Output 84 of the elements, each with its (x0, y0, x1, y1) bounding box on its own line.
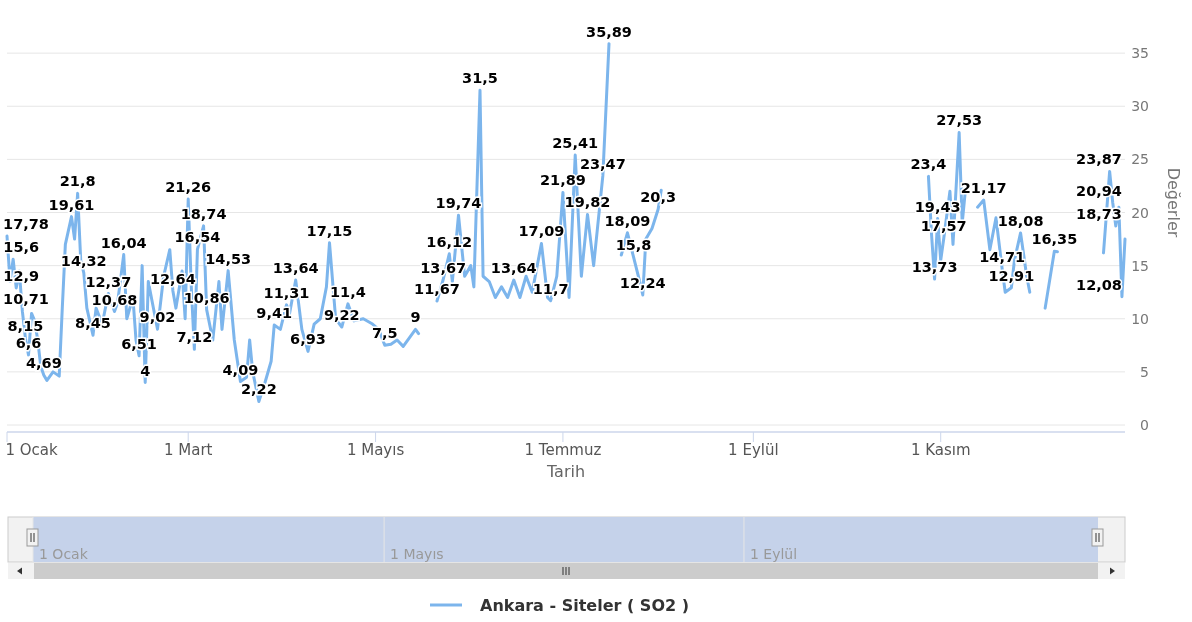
data-label: 9,22 (323, 307, 360, 324)
data-label: 15,6 (3, 239, 40, 256)
data-label: 15,8 (615, 237, 652, 254)
x-axis-title: Tarih (545, 462, 586, 481)
x-tick-label: 1 Eylül (728, 441, 779, 459)
data-label: 7,5 (371, 325, 398, 342)
data-label: 18,74 (180, 205, 227, 222)
data-label: 6,6 (15, 334, 42, 351)
x-tick-label: 1 Mart (163, 441, 213, 459)
data-label: 21,8 (59, 173, 96, 190)
x-tick-label: 1 Mayıs (346, 441, 405, 459)
data-label: 12,24 (619, 274, 666, 291)
data-label: 23,47 (579, 155, 626, 172)
data-label: 13,64 (490, 260, 537, 277)
x-tick-label: 1 Temmuz (524, 441, 602, 459)
data-label: 19,43 (914, 198, 961, 215)
data-label: 4 (140, 362, 151, 379)
y-tick-label: 0 (1140, 417, 1149, 433)
data-label: 9,41 (256, 305, 293, 322)
data-label: 23,4 (910, 156, 947, 173)
data-label: 8,15 (7, 318, 44, 335)
data-label: 11,4 (330, 283, 366, 300)
data-label: 13,67 (420, 259, 467, 276)
navigator: 1 Ocak 1 Mayıs 1 Eylül (7, 516, 1126, 563)
data-label: 13,64 (272, 260, 319, 277)
y-tick-label: 30 (1131, 98, 1149, 115)
data-label: 12,37 (85, 273, 132, 290)
data-label: 35,89 (586, 23, 632, 40)
y-tick-label: 35 (1131, 45, 1149, 62)
data-label: 31,5 (462, 70, 498, 87)
data-label: 21,89 (539, 172, 586, 189)
data-label: 14,53 (205, 250, 252, 267)
data-label: 12,08 (1076, 276, 1122, 293)
data-label: 18,09 (604, 212, 651, 229)
data-label: 16,54 (174, 229, 221, 246)
y-tick-label: 10 (1131, 310, 1149, 327)
y-tick-label: 20 (1131, 204, 1149, 221)
data-label: 21,26 (165, 179, 212, 196)
data-label: 23,87 (1076, 151, 1122, 168)
data-label: 27,53 (936, 112, 983, 129)
data-label: 14,32 (60, 252, 107, 269)
data-label: 25,41 (552, 135, 599, 152)
data-label: 14,71 (979, 248, 1026, 265)
data-label: 16,12 (426, 233, 473, 250)
data-label: 19,82 (564, 194, 611, 211)
data-label: 10,71 (3, 291, 49, 308)
data-label: 21,17 (960, 180, 1007, 197)
data-label: 19,74 (435, 195, 482, 212)
data-label: 20,3 (640, 189, 677, 206)
data-label: 16,35 (1031, 231, 1078, 248)
data-label: 9 (410, 309, 421, 326)
data-label: 19,61 (48, 196, 95, 213)
data-label: 10,68 (91, 291, 138, 308)
data-label: 6,93 (290, 331, 326, 348)
y-tick-label: 25 (1131, 151, 1149, 168)
data-label: 17,78 (3, 216, 49, 233)
data-label: 20,94 (1076, 182, 1122, 199)
y-axis-title: Değerler (1164, 167, 1183, 238)
y-tick-label: 15 (1131, 257, 1149, 274)
data-label: 12,64 (149, 270, 196, 287)
x-tick-label: 1 Kasım (910, 441, 971, 459)
data-label: 7,12 (176, 329, 213, 346)
data-label: 17,15 (306, 222, 353, 239)
data-label: 11,67 (414, 281, 460, 298)
data-label: 6,51 (121, 335, 157, 352)
data-label: 18,73 (1076, 205, 1122, 222)
y-tick-label: 5 (1140, 363, 1149, 380)
data-label: 2,22 (240, 381, 277, 398)
data-label: 17,09 (518, 223, 565, 240)
data-label: 4,09 (222, 361, 259, 378)
data-label: 16,04 (100, 234, 147, 251)
data-label: 9,02 (139, 309, 176, 326)
data-label: 11,7 (532, 280, 569, 297)
data-label: 11,31 (263, 284, 310, 301)
data-label: 12,91 (988, 267, 1035, 284)
data-label: 12,9 (3, 267, 40, 284)
legend-label: Ankara - Siteler ( SO2 ) (480, 596, 690, 615)
data-label: 18,08 (997, 212, 1044, 229)
data-label: 13,73 (911, 259, 958, 276)
data-label: 4,69 (25, 355, 62, 372)
data-label: 8,45 (75, 315, 111, 332)
data-label: 10,86 (183, 289, 230, 306)
data-label: 17,57 (920, 218, 967, 235)
x-tick-label: 1 Ocak (5, 441, 59, 459)
